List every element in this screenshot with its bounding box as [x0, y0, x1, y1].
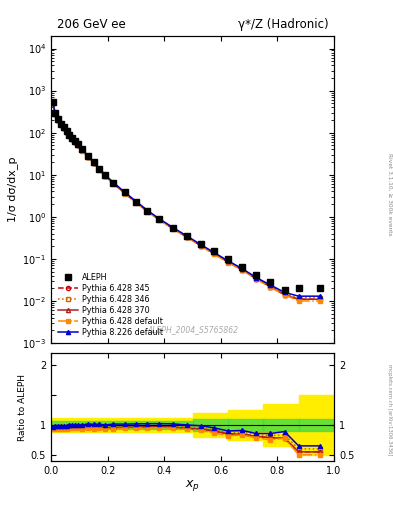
Y-axis label: Ratio to ALEPH: Ratio to ALEPH: [18, 374, 27, 440]
Legend: ALEPH, Pythia 6.428 345, Pythia 6.428 346, Pythia 6.428 370, Pythia 6.428 defaul: ALEPH, Pythia 6.428 345, Pythia 6.428 34…: [55, 270, 165, 339]
Text: mcplots.cern.ch [arXiv:1306.3436]: mcplots.cern.ch [arXiv:1306.3436]: [387, 364, 392, 455]
Text: 206 GeV ee: 206 GeV ee: [57, 18, 125, 31]
X-axis label: $x_p$: $x_p$: [185, 478, 200, 494]
Text: γ*/Z (Hadronic): γ*/Z (Hadronic): [238, 18, 329, 31]
Y-axis label: 1/σ dσ/dx_p: 1/σ dσ/dx_p: [7, 157, 18, 222]
Text: ALEPH_2004_S5765862: ALEPH_2004_S5765862: [147, 325, 238, 334]
Text: Rivet 3.1.10, ≥ 300k events: Rivet 3.1.10, ≥ 300k events: [387, 153, 392, 236]
